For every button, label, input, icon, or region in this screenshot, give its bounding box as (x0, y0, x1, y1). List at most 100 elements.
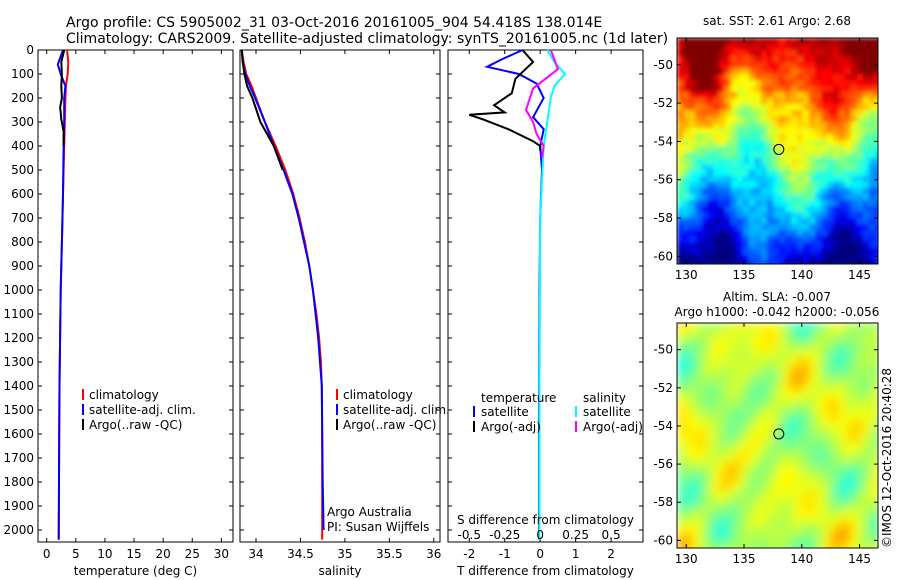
s-tick-label: -0.25 (489, 528, 520, 542)
legend-label: Argo(..raw -QC) (89, 418, 182, 432)
sst-map-frame (676, 37, 879, 265)
y-tick-label: 1900 (3, 499, 34, 513)
series-line-climatology (240, 49, 324, 540)
x-tick-label: -1 (499, 547, 511, 561)
x-tick-label: 15 (126, 547, 141, 561)
argo-location-marker (773, 143, 785, 155)
panel-frame (239, 49, 441, 543)
y-tick-label: 100 (11, 67, 34, 81)
x-tick-label: 35 (337, 547, 352, 561)
y-tick-label: 0 (26, 43, 34, 57)
y-tick-label: 800 (11, 235, 34, 249)
annotation-text: Argo Australia (327, 505, 412, 519)
x-tick-label: 0 (536, 547, 544, 561)
map-y-tick-label: -60 (653, 249, 673, 263)
y-tick-label: 200 (11, 91, 34, 105)
series-line-argo-raw-qc (59, 49, 66, 146)
map-y-tick-label: -58 (653, 211, 673, 225)
map-y-tick-label: -52 (653, 96, 673, 110)
map-x-tick-label: 145 (848, 268, 871, 282)
sla-map-frame (676, 322, 879, 549)
sla-map-axes: 130 135 140 145 -50 -52 -54 -56 -58 -60 (653, 323, 878, 566)
series-line-satellite (538, 49, 567, 540)
y-tick-label: 1700 (3, 451, 34, 465)
y-tick-label: 500 (11, 163, 34, 177)
map-y-tick-label: -60 (653, 533, 673, 547)
x-tick-label: -2 (463, 547, 475, 561)
profile-panel-sal: 34 34.5 35 35.5 36 salinity climatologysatelli… (239, 49, 450, 578)
legend-label: climatology (343, 388, 413, 402)
x-tick-label: 30 (214, 547, 229, 561)
s-tick-label: 0.5 (602, 528, 621, 542)
series-line-argo-adj (468, 49, 542, 151)
x-axis-label: salinity (318, 564, 361, 578)
header-line-2: Climatology: CARS2009. Satellite-adjuste… (66, 31, 668, 47)
argo-location-marker (773, 428, 785, 440)
sla-color-field (677, 323, 878, 548)
legend-title: salinity (583, 391, 626, 405)
x-tick-label: 5 (72, 547, 80, 561)
header-line-1: Argo profile: CS 5905002_31 03-Oct-2016 … (66, 15, 602, 31)
y-tick-label: 1200 (3, 331, 34, 345)
legend-label: satellite-adj. clim. (343, 403, 450, 417)
x-axis-label: T difference from climatology (456, 564, 634, 578)
timestamp-label: ©IMOS 12-Oct-2016 20:40:28 (880, 368, 894, 548)
map-x-tick-label: 145 (848, 552, 871, 566)
series-line-argo-adj (524, 49, 560, 159)
y-tick-label: 1100 (3, 307, 34, 321)
y-tick-label: 1800 (3, 475, 34, 489)
x-tick-label: 25 (185, 547, 200, 561)
y-tick-label: 900 (11, 259, 34, 273)
sla-map: Altim. SLA: -0.007 Argo h1000: -0.042 h2… (653, 290, 880, 566)
series-line-satellite-adj-clim (240, 49, 325, 531)
legend-label: Argo(..raw -QC) (343, 418, 436, 432)
map-y-tick-label: -52 (653, 381, 673, 395)
y-tick-label: 1300 (3, 355, 34, 369)
y-tick-label: 1400 (3, 379, 34, 393)
panel-frame (447, 49, 644, 543)
y-tick-label: 400 (11, 139, 34, 153)
sst-map: sat. SST: 2.61 Argo: 2.68 130 135 140 145 -5… (653, 14, 879, 282)
map-x-tick-label: 130 (675, 268, 698, 282)
panel-frame (37, 49, 234, 543)
map-y-tick-label: -50 (653, 343, 673, 357)
map-y-tick-label: -56 (653, 457, 673, 471)
legend-label: Argo(-adj) (481, 420, 541, 434)
legend-label: climatology (89, 388, 159, 402)
y-tick-label: 1500 (3, 403, 34, 417)
s-difference-label: S difference from climatology (457, 513, 634, 527)
sla-map-title: Altim. SLA: -0.007 (723, 290, 831, 304)
map-y-tick-label: -54 (653, 134, 673, 148)
y-tick-label: 1000 (3, 283, 34, 297)
x-tick-label: 34 (248, 547, 263, 561)
s-tick-label: 0.25 (562, 528, 589, 542)
map-x-tick-label: 140 (790, 552, 813, 566)
legend-label: satellite-adj. clim. (89, 403, 196, 417)
map-y-tick-label: -56 (653, 173, 673, 187)
x-tick-label: 35.5 (376, 547, 403, 561)
legend-label: satellite (481, 405, 529, 419)
map-y-tick-label: -54 (653, 419, 673, 433)
y-tick-label: 700 (11, 211, 34, 225)
sst-map-title: sat. SST: 2.61 Argo: 2.68 (703, 14, 851, 28)
series-line-argo-raw-qc (240, 49, 284, 171)
x-tick-label: 2 (607, 547, 615, 561)
x-tick-label: 36 (426, 547, 441, 561)
x-tick-label: 34.5 (287, 547, 314, 561)
sst-color-field (677, 38, 878, 264)
s-tick-label: 0 (536, 528, 544, 542)
profile-panels: 0100200300400500600700800900100011001200… (3, 43, 644, 578)
map-y-tick-label: -50 (653, 58, 673, 72)
x-axis-label: temperature (deg C) (74, 564, 197, 578)
x-tick-label: 20 (156, 547, 171, 561)
annotation-text: PI: Susan Wijffels (327, 520, 429, 534)
y-tick-label: 2000 (3, 523, 34, 537)
map-x-tick-label: 135 (733, 552, 756, 566)
sst-map-axes: 130 135 140 145 -50 -52 -54 -56 -58 -60 (653, 38, 878, 282)
map-x-tick-label: 130 (675, 552, 698, 566)
sla-map-subtitle: Argo h1000: -0.042 h2000: -0.056 (675, 305, 880, 319)
s-tick-label: -0.5 (458, 528, 481, 542)
profile-panel-temp: 0100200300400500600700800900100011001200… (3, 43, 234, 578)
y-tick-label: 600 (11, 187, 34, 201)
